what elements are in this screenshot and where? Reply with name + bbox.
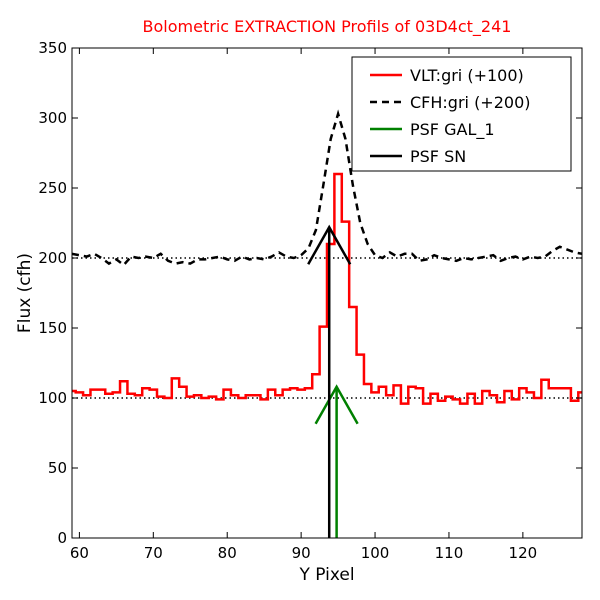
y-axis: 0 50 100 150 200 250 300 350 bbox=[38, 39, 582, 547]
legend-label-vlt-gri-100: VLT:gri (+100) bbox=[410, 66, 524, 85]
x-tick-label: 80 bbox=[218, 544, 237, 562]
series-line-cfh-gri-200 bbox=[72, 109, 582, 267]
x-axis: 60 70 80 90 100 110 120 bbox=[70, 48, 537, 562]
x-tick-label: 110 bbox=[435, 544, 464, 562]
series-line-vlt-gri-100 bbox=[72, 172, 582, 405]
y-tick-label: 250 bbox=[38, 179, 67, 197]
legend: VLT:gri (+100) CFH:gri (+200) PSF GAL_1 PSF… bbox=[351, 56, 572, 172]
y-axis-label: Flux (cfh) bbox=[15, 253, 35, 333]
x-tick-label: 120 bbox=[509, 544, 538, 562]
y-tick-label: 200 bbox=[38, 249, 67, 267]
legend-label-psf-sn: PSF SN bbox=[410, 147, 466, 166]
y-tick-label: 50 bbox=[48, 459, 67, 477]
chart-title: Bolometric EXTRACTION Profils of 03D4ct_… bbox=[143, 17, 512, 37]
y-tick-label: 350 bbox=[38, 39, 67, 57]
x-axis-label: Y Pixel bbox=[298, 565, 354, 585]
series-arrow-head-psf-gal-1 bbox=[314, 384, 359, 425]
series-arrow-head-psf-sn bbox=[307, 224, 352, 265]
legend-label-cfh-gri-200: CFH:gri (+200) bbox=[410, 93, 531, 112]
plot-frame bbox=[71, 47, 583, 539]
y-tick-label: 0 bbox=[57, 529, 67, 547]
y-tick-label: 100 bbox=[38, 389, 67, 407]
y-tick-label: 150 bbox=[38, 319, 67, 337]
x-tick-label: 90 bbox=[292, 544, 311, 562]
series-layer bbox=[72, 109, 582, 538]
x-tick-label: 70 bbox=[144, 544, 163, 562]
legend-label-psf-gal-1: PSF GAL_1 bbox=[410, 120, 495, 140]
x-tick-label: 60 bbox=[70, 544, 89, 562]
y-tick-label: 300 bbox=[38, 109, 67, 127]
x-tick-label: 100 bbox=[361, 544, 390, 562]
